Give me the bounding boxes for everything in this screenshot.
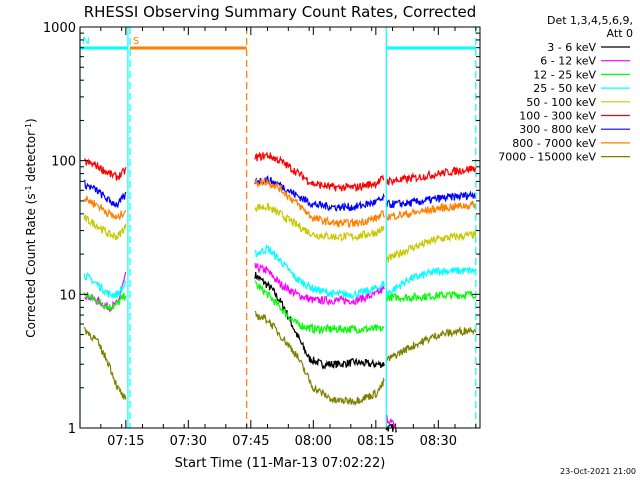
series-7-seg1 <box>83 195 127 221</box>
y-axis-label-mid: detector <box>24 131 38 186</box>
series-2-seg2 <box>254 280 385 335</box>
legend-header-line1: Det 1,3,4,5,6,9, <box>547 14 633 27</box>
plot-area: SN <box>79 27 477 434</box>
series-7-seg3 <box>385 200 477 221</box>
series-4-seg1 <box>83 214 127 241</box>
x-tick-label-1: 07:30 <box>170 434 207 449</box>
y-tick-label-0: 1 <box>68 422 76 437</box>
legend-item-2: 12 - 25 keV <box>533 68 596 81</box>
series-2-seg1 <box>83 292 127 311</box>
legend-item-7: 800 - 7000 keV <box>512 137 596 150</box>
y-axis-label-sup2: -1 <box>24 123 33 131</box>
series-6-seg3 <box>385 190 477 208</box>
legend-item-4: 50 - 100 keV <box>526 96 596 109</box>
y-axis-label: Corrected Count Rate (s-1 detector-1) <box>24 118 39 337</box>
flag-label-0: S <box>133 36 139 47</box>
x-tick-label-3: 08:00 <box>295 434 332 449</box>
y-tick-label-2: 100 <box>51 155 76 170</box>
series-1-seg1 <box>84 271 127 312</box>
chart-title: RHESSI Observing Summary Count Rates, Co… <box>84 3 477 21</box>
legend-item-6: 300 - 800 keV <box>519 123 596 136</box>
x-tick-label-2: 07:45 <box>232 434 269 449</box>
series-4-seg3 <box>385 230 477 263</box>
legend-item-5: 100 - 300 keV <box>519 110 596 123</box>
legend-item-8: 7000 - 15000 keV <box>498 151 596 164</box>
series-3-seg2 <box>254 243 385 299</box>
legend-header-line2: Att 0 <box>607 27 633 40</box>
series-6-seg1 <box>83 179 127 209</box>
series-3-seg3 <box>385 266 476 297</box>
y-axis-label-main: Corrected Count Rate (s <box>24 193 38 337</box>
axes: 1 10 100 1000 07:15 07:30 07:45 08:00 08:15 08:30 <box>43 21 480 449</box>
series-8-seg2 <box>254 310 385 407</box>
footer-date: 23-Oct-2021 21:00 <box>560 467 636 476</box>
legend-item-3: 25 - 50 keV <box>533 82 596 95</box>
x-tick-label-5: 08:30 <box>420 434 457 449</box>
series-8-seg3 <box>386 325 477 362</box>
y-tick-label-3: 1000 <box>43 21 76 36</box>
series-1-seg3 <box>385 414 398 430</box>
flag-label-1: N <box>82 36 89 47</box>
series-5-seg3 <box>385 165 477 187</box>
legend-item-1: 6 - 12 keV <box>540 55 596 68</box>
series-4-seg2 <box>254 202 385 242</box>
series-6-seg2 <box>254 174 385 212</box>
series-5-seg1 <box>84 158 127 181</box>
x-tick-label-0: 07:15 <box>107 434 144 449</box>
legend-item-0: 3 - 6 keV <box>547 41 596 54</box>
y-axis-label-end: ) <box>24 118 38 123</box>
x-tick-label-4: 08:15 <box>357 434 394 449</box>
y-tick-label-1: 10 <box>59 288 76 303</box>
series-7-seg2 <box>254 176 385 228</box>
x-axis-label: Start Time (11-Mar-13 07:02:22) <box>175 456 386 471</box>
series-0-seg2 <box>254 271 385 371</box>
series-8-seg1 <box>83 326 127 400</box>
series-2-seg3 <box>385 290 477 304</box>
series-5-seg2 <box>254 151 385 193</box>
plot-frame <box>79 26 481 429</box>
series-1-seg2 <box>254 263 385 307</box>
y-axis-label-sup1: -1 <box>24 185 33 193</box>
series-3-seg1 <box>83 272 127 300</box>
